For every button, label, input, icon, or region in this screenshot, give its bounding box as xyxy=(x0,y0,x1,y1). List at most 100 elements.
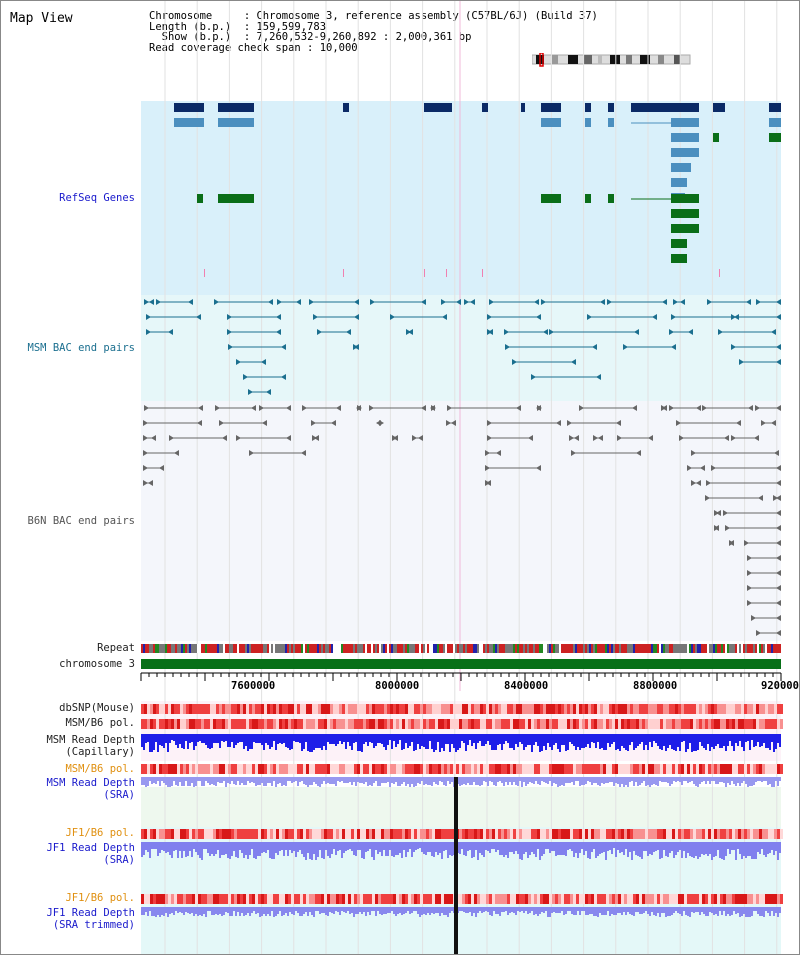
b6n-bac-pair xyxy=(711,465,716,471)
read-depth-bar xyxy=(409,842,411,849)
polymorphism-block xyxy=(306,829,309,839)
polymorphism-block xyxy=(306,764,309,774)
polymorphism-block xyxy=(720,764,723,774)
polymorphism-block xyxy=(183,704,186,714)
read-depth-bar xyxy=(573,842,575,857)
polymorphism-block xyxy=(777,894,780,904)
polymorphism-block xyxy=(237,829,240,839)
polymorphism-block xyxy=(768,704,771,714)
polymorphism-block xyxy=(699,719,702,729)
read-depth-bar xyxy=(433,842,435,857)
polymorphism-block xyxy=(741,704,744,714)
polymorphism-block xyxy=(369,719,372,729)
read-depth-bar xyxy=(301,734,303,751)
polymorphism-block xyxy=(462,704,465,714)
read-depth-bar xyxy=(735,777,737,786)
repeat-block xyxy=(745,644,747,653)
polymorphism-block xyxy=(453,764,456,774)
repeat-block xyxy=(397,644,399,653)
read-depth-bar xyxy=(525,842,527,852)
polymorphism-block xyxy=(144,764,147,774)
repeat-block xyxy=(285,644,287,653)
polymorphism-block xyxy=(459,764,462,774)
polymorphism-block xyxy=(315,764,318,774)
read-depth-bar xyxy=(289,777,291,781)
read-depth-bar xyxy=(355,907,357,914)
read-depth-bar xyxy=(243,842,245,858)
read-depth-bar xyxy=(547,907,549,917)
read-depth-bar xyxy=(757,777,759,781)
polymorphism-block xyxy=(228,894,231,904)
polymorphism-block xyxy=(450,894,453,904)
msm-bac-label[interactable]: MSM BAC end pairs xyxy=(27,342,135,354)
repeat-block xyxy=(475,644,477,653)
read-depth-bar xyxy=(193,907,195,916)
polymorphism-block xyxy=(471,894,474,904)
read-depth-bar xyxy=(683,842,685,851)
read-depth-bar xyxy=(611,842,613,854)
b6n-bac-label[interactable]: B6N BAC end pairs xyxy=(27,515,135,527)
polymorphism-block xyxy=(750,719,753,729)
read-depth-bar xyxy=(395,842,397,855)
read-depth-bar xyxy=(201,907,203,916)
jf1-depth-sra-line2: (SRA) xyxy=(103,854,135,866)
dbsnp-label: dbSNP(Mouse) xyxy=(59,702,135,714)
polymorphism-block xyxy=(504,704,507,714)
read-depth-bar xyxy=(549,734,551,747)
polymorphism-block xyxy=(492,719,495,729)
read-depth-bar xyxy=(143,907,145,915)
msm-bac-pair xyxy=(354,344,359,350)
read-depth-bar xyxy=(299,907,301,916)
read-depth-bar xyxy=(245,842,247,855)
polymorphism-block xyxy=(390,704,393,714)
read-depth-bar xyxy=(769,777,771,784)
gene-feature xyxy=(174,118,204,127)
repeat-block xyxy=(645,644,647,653)
polymorphism-block xyxy=(402,829,405,839)
read-depth-bar xyxy=(193,842,195,849)
chromosome-ideogram[interactable] xyxy=(532,53,692,67)
read-depth-bar xyxy=(697,907,699,912)
read-depth-bar xyxy=(419,777,421,784)
polymorphism-block xyxy=(174,719,177,729)
read-depth-bar xyxy=(515,734,517,744)
polymorphism-block xyxy=(630,764,633,774)
polymorphism-block xyxy=(423,719,426,729)
b6n-bac-pair xyxy=(567,420,572,426)
polymorphism-block xyxy=(264,894,267,904)
polymorphism-block xyxy=(696,719,699,729)
read-depth-bar xyxy=(229,777,231,784)
polymorphism-block xyxy=(327,894,330,904)
read-depth-bar xyxy=(497,777,499,782)
read-depth-bar xyxy=(323,777,325,781)
polymorphism-block xyxy=(729,764,732,774)
read-depth-bar xyxy=(311,842,313,860)
read-depth-bar xyxy=(679,842,681,850)
read-depth-bar xyxy=(215,907,217,914)
polymorphism-block xyxy=(393,764,396,774)
polymorphism-block xyxy=(165,829,168,839)
read-depth-bar xyxy=(329,734,331,744)
repeat-block xyxy=(691,644,693,653)
polymorphism-block xyxy=(672,719,675,729)
polymorphism-block xyxy=(330,829,333,839)
read-depth-bar xyxy=(569,734,571,742)
msm-bac-pair xyxy=(680,299,685,305)
read-depth-bar xyxy=(755,907,757,911)
read-depth-bar xyxy=(343,842,345,853)
read-depth-bar xyxy=(407,777,409,784)
polymorphism-block xyxy=(555,894,558,904)
polymorphism-block xyxy=(519,719,522,729)
polymorphism-block xyxy=(675,829,678,839)
refseq-genes-label[interactable]: RefSeq Genes xyxy=(59,192,135,204)
repeat-block xyxy=(699,644,701,653)
polymorphism-block xyxy=(594,719,597,729)
b6n-bac-pair xyxy=(716,510,721,516)
b6n-bac-pair xyxy=(691,450,696,456)
read-depth-bar xyxy=(679,777,681,782)
polymorphism-block xyxy=(747,719,750,729)
read-depth-bar xyxy=(207,907,209,911)
read-depth-bar xyxy=(637,842,639,856)
polymorphism-block xyxy=(465,704,468,714)
repeat-block xyxy=(539,644,541,653)
